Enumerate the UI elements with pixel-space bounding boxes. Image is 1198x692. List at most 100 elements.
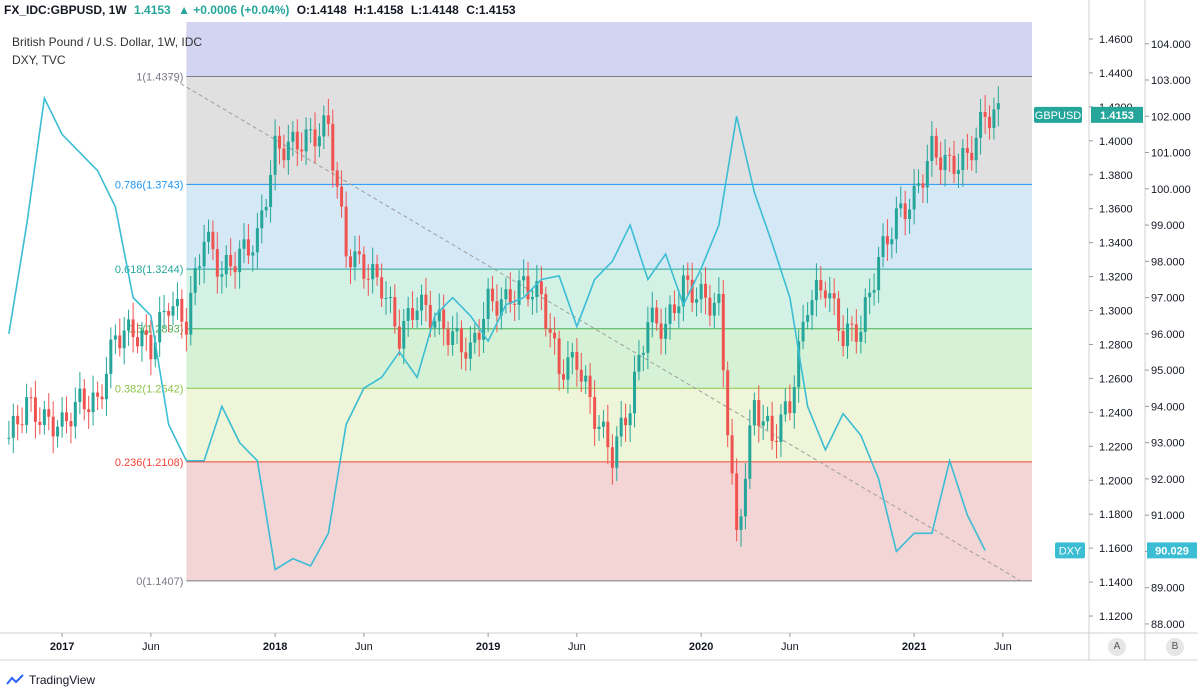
candle-body bbox=[792, 387, 796, 414]
candle-body bbox=[371, 264, 375, 280]
candle-body bbox=[610, 447, 614, 468]
candle-body bbox=[140, 330, 144, 347]
fib-band bbox=[186, 269, 1032, 329]
candle-body bbox=[60, 412, 64, 427]
candle-body bbox=[362, 254, 366, 279]
candle-body bbox=[153, 342, 157, 360]
candle-body bbox=[78, 388, 82, 402]
candle-body bbox=[451, 331, 455, 345]
price-tick-label: 1.2800 bbox=[1099, 339, 1133, 351]
candle-body bbox=[202, 241, 206, 267]
candle-body bbox=[837, 298, 841, 331]
candle-body bbox=[943, 154, 947, 171]
symbol-name[interactable]: FX_IDC:GBPUSD, 1W bbox=[4, 3, 127, 17]
candle-body bbox=[739, 516, 743, 530]
candle-body bbox=[198, 266, 202, 269]
price-tick-label: 1.1800 bbox=[1099, 509, 1133, 521]
fib-level-label: 0.5(1.2893) bbox=[127, 324, 183, 336]
candle-body bbox=[641, 352, 645, 355]
candle-body bbox=[735, 473, 739, 530]
candle-body bbox=[442, 309, 446, 329]
candle-body bbox=[810, 300, 814, 315]
candle-body bbox=[388, 297, 392, 299]
candle-body bbox=[846, 323, 850, 347]
candle-body bbox=[437, 309, 441, 322]
fib-level-label: 1(1.4379) bbox=[136, 71, 183, 83]
candle-body bbox=[948, 154, 952, 156]
candle-body bbox=[38, 421, 42, 425]
candle-body bbox=[499, 299, 503, 316]
candle-body bbox=[7, 437, 11, 439]
candle-body bbox=[33, 397, 37, 422]
auto-scale-button[interactable]: A bbox=[1108, 638, 1126, 656]
candle-body bbox=[393, 297, 397, 327]
candle-body bbox=[899, 203, 903, 209]
candle-body bbox=[828, 293, 832, 299]
brand-name[interactable]: TradingView bbox=[29, 673, 96, 687]
time-tick-label: Jun bbox=[568, 641, 586, 653]
candle-body bbox=[127, 319, 131, 331]
candle-body bbox=[646, 322, 650, 353]
candle-body bbox=[686, 275, 690, 280]
candle-body bbox=[939, 157, 943, 171]
last-price: 1.4153 bbox=[134, 3, 171, 17]
candle-body bbox=[162, 310, 166, 313]
candle-body bbox=[82, 388, 86, 410]
candle-body bbox=[872, 290, 876, 293]
symbol-header: FX_IDC:GBPUSD, 1W 1.4153 ▲ +0.0006 (+0.0… bbox=[4, 3, 520, 17]
price-tick-label: 1.3200 bbox=[1099, 272, 1133, 284]
candle-body bbox=[349, 256, 353, 268]
dxy-tick-label: 89.000 bbox=[1151, 583, 1185, 595]
candle-body bbox=[814, 279, 818, 301]
candle-body bbox=[238, 248, 242, 273]
time-tick-label: Jun bbox=[781, 641, 799, 653]
dxy-tick-label: 96.000 bbox=[1151, 329, 1185, 341]
candle-body bbox=[229, 254, 233, 267]
candle-body bbox=[823, 290, 827, 299]
fib-band bbox=[186, 328, 1032, 389]
candle-body bbox=[464, 352, 468, 359]
candle-body bbox=[180, 298, 184, 322]
candle-body bbox=[695, 299, 699, 303]
candle-body bbox=[69, 421, 73, 427]
candle-body bbox=[65, 412, 69, 422]
candle-body bbox=[650, 307, 654, 323]
overlay-series-legend[interactable]: DXY, TVC bbox=[12, 53, 66, 67]
candle-body bbox=[118, 335, 122, 349]
candle-body bbox=[681, 275, 685, 307]
dxy-tick-label: 102.000 bbox=[1151, 111, 1191, 123]
time-tick-label: 2020 bbox=[689, 641, 713, 653]
candle-body bbox=[708, 297, 712, 316]
dxy-name-label: DXY bbox=[1059, 545, 1082, 557]
candle-body bbox=[184, 321, 188, 335]
candle-body bbox=[668, 304, 672, 324]
candle-body bbox=[579, 369, 583, 382]
tradingview-logo-icon[interactable] bbox=[6, 674, 24, 686]
close-value: C:1.4153 bbox=[466, 3, 516, 17]
candle-body bbox=[979, 111, 983, 138]
candle-body bbox=[366, 278, 370, 280]
candle-body bbox=[894, 208, 898, 240]
candle-body bbox=[91, 392, 95, 413]
candle-body bbox=[770, 415, 774, 441]
candle-body bbox=[606, 421, 610, 448]
dxy-series-line bbox=[8, 95, 986, 571]
candle-body bbox=[788, 401, 792, 414]
candle-body bbox=[921, 183, 925, 188]
candle-body bbox=[255, 228, 259, 253]
price-tick-label: 1.3600 bbox=[1099, 204, 1133, 216]
candle-body bbox=[122, 330, 126, 349]
log-scale-button[interactable]: B bbox=[1166, 638, 1184, 656]
candle-body bbox=[930, 135, 934, 162]
candle-body bbox=[144, 330, 148, 335]
candle-body bbox=[659, 323, 663, 339]
main-series-legend[interactable]: British Pound / U.S. Dollar, 1W, IDC bbox=[12, 35, 203, 49]
candle-body bbox=[601, 421, 605, 427]
candle-body bbox=[477, 332, 481, 340]
gbpusd-candles bbox=[7, 86, 1000, 547]
candle-body bbox=[246, 239, 250, 256]
fib-level-label: 0(1.1407) bbox=[136, 576, 183, 588]
candle-body bbox=[269, 174, 273, 207]
candle-body bbox=[317, 136, 321, 147]
